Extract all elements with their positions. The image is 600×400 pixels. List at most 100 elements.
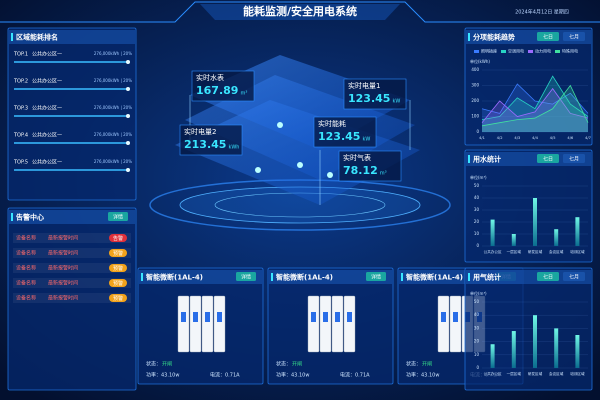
chart-tab-label[interactable]: 七日 — [543, 273, 553, 280]
chart-panel-marker — [468, 155, 470, 163]
breaker-status: 开闸 — [422, 361, 432, 368]
rank: TOP.1 — [13, 52, 28, 58]
y-tick-label: 40 — [474, 195, 480, 200]
chart-tab[interactable] — [537, 32, 559, 41]
breaker-detail-button-label[interactable]: 详情 — [241, 273, 251, 280]
y-tick-label: 0 — [476, 129, 479, 134]
chart-tab-label[interactable]: 七月 — [569, 33, 579, 40]
meter-label: 实时电量1 — [348, 81, 380, 90]
meter-unit: kW — [362, 137, 370, 143]
alarm-status: 预警 — [113, 280, 123, 287]
y-tick-label: 300 — [471, 83, 479, 88]
breaker-pole — [177, 295, 190, 353]
area-line — [481, 87, 589, 123]
meter-box — [338, 150, 402, 182]
area-line — [481, 83, 589, 114]
rank-knob — [126, 168, 130, 172]
meter-unit: m³ — [240, 91, 247, 97]
meter-label: 实时水表 — [196, 73, 224, 82]
chart-tab[interactable] — [537, 154, 559, 163]
chart-tab-label[interactable]: 七日 — [543, 155, 553, 162]
y-tick-label: 20 — [474, 339, 480, 344]
x-tick-label: 会议区域 — [549, 371, 564, 376]
meter-box — [179, 124, 243, 156]
y-tick-label: 20 — [474, 219, 480, 224]
alarm-row — [13, 293, 131, 303]
rank-knob — [126, 114, 130, 118]
rank-value: 276,000kWh | 20% — [94, 159, 132, 164]
alarm-row — [13, 248, 131, 258]
breaker-switch — [193, 312, 198, 322]
bar — [490, 219, 495, 246]
rank: TOP.4 — [13, 133, 28, 139]
chart-panel-title: 分项能耗趋势 — [473, 33, 515, 42]
alarm-detail-button[interactable] — [108, 212, 128, 221]
alarm-status-pill — [109, 264, 127, 272]
legend-swatch — [501, 50, 506, 53]
x-tick-label: 一层区域 — [507, 249, 522, 254]
breaker-switch — [335, 312, 340, 322]
breaker-switch — [311, 312, 316, 322]
area-line — [481, 84, 589, 127]
chart-tab-label[interactable]: 七月 — [569, 155, 579, 162]
rank-name: 公共办公区一 — [32, 132, 62, 139]
meter-label: 实时能耗 — [318, 119, 346, 128]
rank: TOP.2 — [13, 79, 28, 85]
legend-swatch — [474, 50, 479, 53]
rank-name: 公共办公区一 — [32, 159, 62, 166]
chart-panel-title: 用气统计 — [473, 273, 501, 282]
rank-value: 276,000kWh | 20% — [94, 78, 132, 83]
chart-panel-header — [466, 152, 591, 166]
x-tick-label: 公共办公区 — [484, 249, 502, 254]
breaker-pole — [201, 295, 214, 353]
alarm-panel-title: 告警中心 — [16, 213, 44, 222]
breaker-detail-button[interactable] — [366, 272, 386, 281]
breaker-switch — [217, 312, 222, 322]
y-tick-label: 30 — [474, 325, 480, 330]
meter-value: 123.45 — [348, 92, 390, 105]
y-tick-label: 0 — [476, 365, 479, 370]
breaker-detail-button[interactable] — [236, 272, 256, 281]
breaker-switch — [181, 312, 186, 322]
chart-tab[interactable] — [537, 272, 559, 281]
alarm-panel-header — [9, 210, 135, 224]
y-tick-label: 200 — [471, 98, 479, 103]
breaker-switch — [347, 312, 352, 322]
breaker-switch — [453, 312, 458, 322]
chart-panel-marker — [468, 273, 470, 281]
rank-knob — [126, 87, 130, 91]
x-tick-label: 培训区域 — [570, 371, 585, 376]
breaker-card-header — [269, 270, 392, 284]
meter-label: 实时电量2 — [184, 127, 216, 136]
alarm-detail-button-label[interactable]: 详情 — [113, 213, 123, 220]
chart-tab[interactable] — [563, 154, 585, 163]
breaker-pole — [213, 295, 226, 353]
ranking-panel-marker — [11, 33, 13, 41]
bar — [533, 315, 537, 368]
alarm-device: 设备名称 — [16, 235, 36, 242]
rank-knob — [126, 60, 130, 64]
alarm-device: 设备名称 — [16, 265, 36, 272]
meter-unit: kWh — [228, 145, 239, 151]
breaker-card-marker — [401, 273, 403, 281]
breaker-power: 功率：43.10w — [146, 372, 179, 379]
chart-tab[interactable] — [563, 32, 585, 41]
chart-tab-label[interactable]: 七日 — [543, 33, 553, 40]
chart-tab[interactable] — [563, 272, 585, 281]
breaker-detail-button-label[interactable]: 详情 — [371, 273, 381, 280]
bar — [554, 229, 559, 246]
breaker-status-label: 状态： — [146, 361, 161, 368]
chart-tab-label[interactable]: 七月 — [569, 273, 579, 280]
alarm-row — [13, 263, 131, 273]
meter-value: 167.89 — [196, 84, 238, 97]
breaker-pole — [331, 295, 344, 353]
alarm-time: 最新报警时间 — [48, 250, 78, 257]
legend-label: 动力用电 — [535, 48, 551, 54]
alarm-time: 最新报警时间 — [48, 265, 78, 272]
breaker-card-marker — [271, 273, 273, 281]
y-tick-label: 10 — [474, 352, 480, 357]
alarm-panel — [7, 207, 137, 391]
y-tick-label: 100 — [471, 114, 479, 119]
alarm-status-pill — [109, 249, 127, 257]
alarm-status: 告警 — [113, 235, 123, 242]
